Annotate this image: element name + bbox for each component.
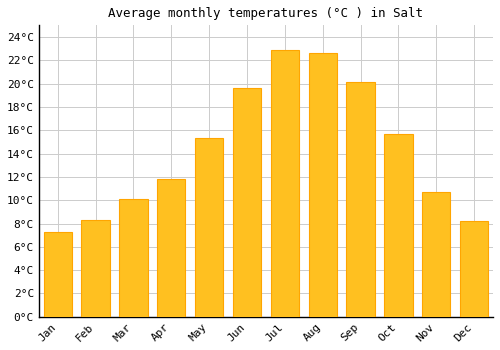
Bar [82, 220, 110, 317]
Bar [346, 82, 375, 317]
Bar [270, 50, 299, 317]
Bar [422, 192, 450, 317]
Bar [233, 88, 261, 317]
Bar [384, 134, 412, 317]
Bar [119, 199, 148, 317]
Bar [460, 221, 488, 317]
Bar [157, 179, 186, 317]
Title: Average monthly temperatures (°C ) in Salt: Average monthly temperatures (°C ) in Sa… [108, 7, 424, 20]
Bar [195, 138, 224, 317]
Bar [308, 53, 337, 317]
Bar [44, 232, 72, 317]
